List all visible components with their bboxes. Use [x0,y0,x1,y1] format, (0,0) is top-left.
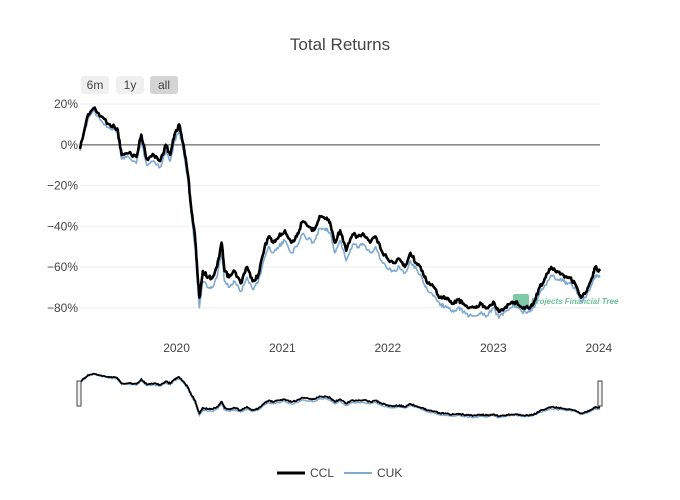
range-slider-handle-left[interactable] [76,380,82,407]
range-slider[interactable] [76,372,603,419]
y-tick-label: −80% [47,301,78,315]
main-plot-area[interactable] [78,106,602,319]
y-tick-label: 0% [61,138,79,152]
legend: CCL CUK [277,466,402,480]
x-tick-label: 2020 [163,341,190,355]
y-gridlines [80,103,600,309]
range-button-all-bg[interactable] [150,76,178,94]
series-line-ccl[interactable] [78,106,602,314]
x-tick-label: 2023 [480,341,507,355]
range-selector: 6m 1y all [81,76,178,94]
legend-label[interactable]: CUK [377,466,402,480]
range-button-all-label[interactable]: all [158,78,170,92]
range-button-1y[interactable]: 1y [116,76,144,94]
range-button-1y-bg[interactable] [116,76,144,94]
watermark-text: Projects Financial Tree [531,297,619,306]
y-tick-label: 20% [54,97,78,111]
range-button-6m[interactable]: 6m [81,76,109,94]
legend-label[interactable]: CCL [310,466,334,480]
range-button-6m-bg[interactable] [81,76,109,94]
legend-item-cuk[interactable]: CUK [344,466,402,480]
series-line-cuk[interactable] [79,109,601,319]
range-button-1y-label[interactable]: 1y [124,78,137,92]
y-tick-label: −60% [47,260,78,274]
x-axis: 2020 2021 2022 2023 2024 [163,341,612,355]
range-slider-line-ccl [79,372,601,418]
range-button-all[interactable]: all [150,76,178,94]
chart-title: Total Returns [290,35,390,54]
x-tick-label: 2022 [374,341,401,355]
range-slider-preview [79,372,601,419]
x-tick-label: 2024 [585,341,612,355]
range-button-6m-label[interactable]: 6m [87,78,104,92]
watermark: Projects Financial Tree [513,294,619,308]
y-tick-label: −20% [47,179,78,193]
x-tick-label: 2021 [269,341,296,355]
legend-item-ccl[interactable]: CCL [277,466,334,480]
range-slider-line-cuk [79,373,601,419]
y-tick-label: −40% [47,219,78,233]
range-slider-handle-right[interactable] [597,380,603,407]
y-axis: 20% 0% −20% −40% −60% −80% [47,97,78,315]
